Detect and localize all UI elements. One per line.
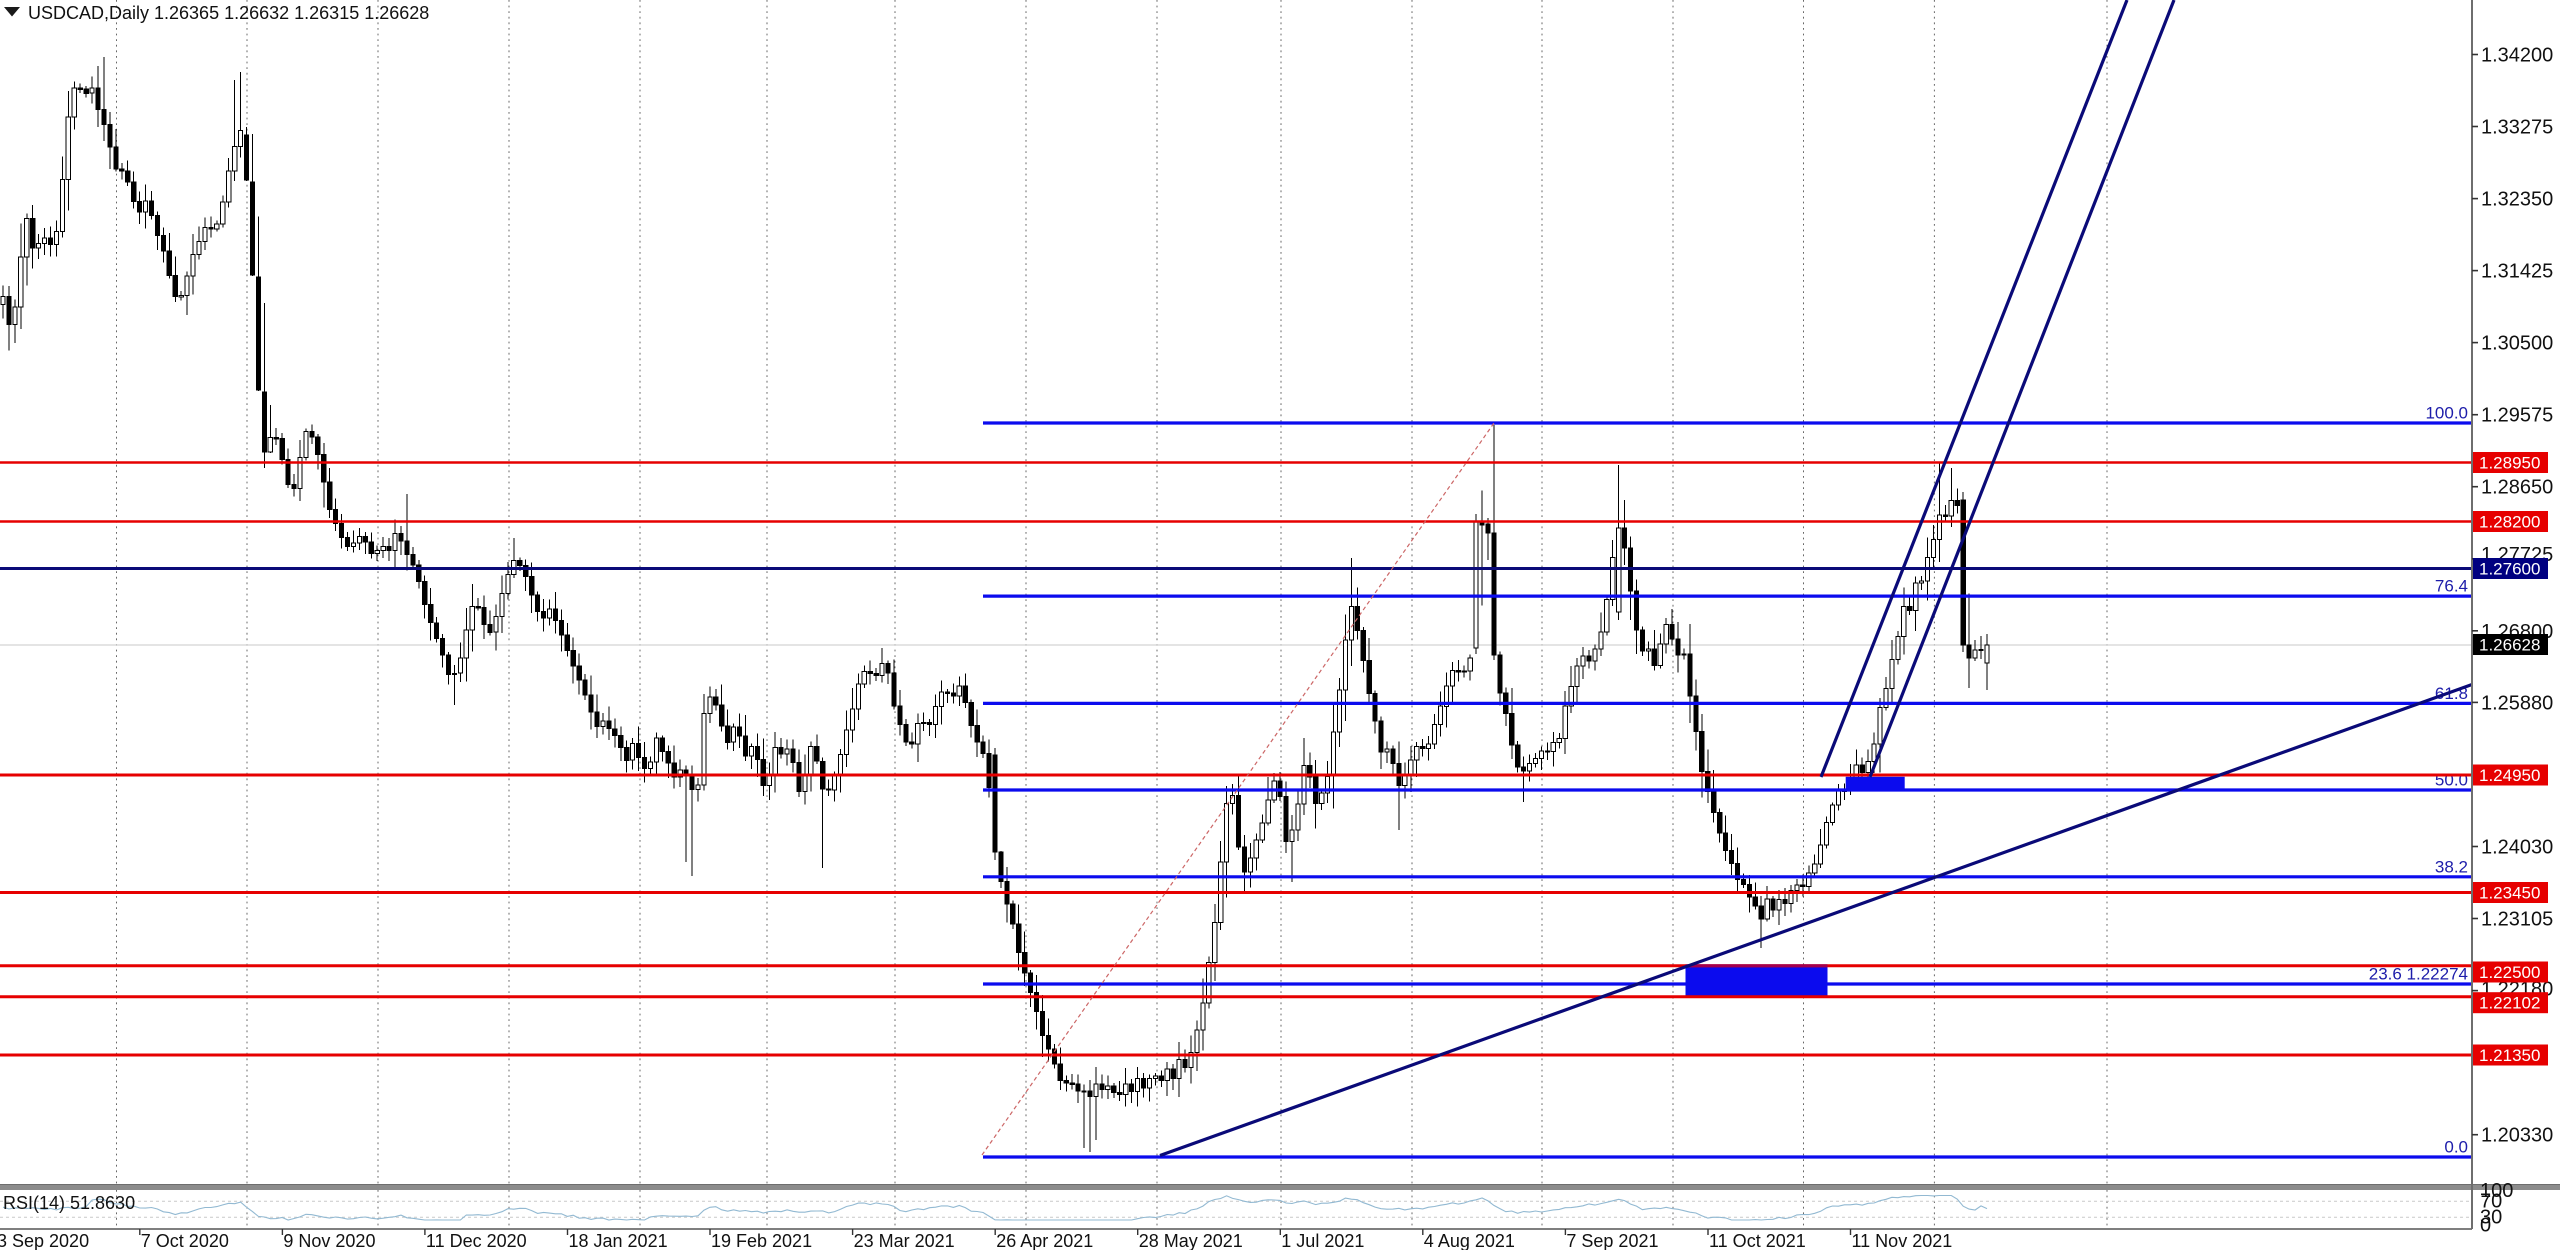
svg-text:1.21350: 1.21350	[2479, 1046, 2540, 1065]
svg-text:1.22102: 1.22102	[2479, 994, 2540, 1013]
svg-text:38.2: 38.2	[2435, 857, 2468, 876]
svg-text:3 Sep 2020: 3 Sep 2020	[0, 1231, 89, 1250]
svg-text:4 Aug 2021: 4 Aug 2021	[1424, 1231, 1515, 1250]
svg-text:1.32350: 1.32350	[2481, 189, 2553, 211]
svg-text:19 Feb 2021: 19 Feb 2021	[711, 1231, 812, 1250]
svg-text:30: 30	[2480, 1207, 2502, 1229]
svg-text:1.24950: 1.24950	[2479, 766, 2540, 785]
svg-text:1.28950: 1.28950	[2479, 454, 2540, 473]
svg-text:1.23105: 1.23105	[2481, 909, 2553, 931]
svg-text:50.0: 50.0	[2435, 771, 2468, 790]
svg-text:1.23450: 1.23450	[2479, 884, 2540, 903]
svg-text:11 Oct 2021: 11 Oct 2021	[1709, 1231, 1806, 1250]
svg-text:USDCAD,Daily 1.26365 1.26632: USDCAD,Daily 1.26365 1.26632 1.26315 1.2…	[28, 3, 429, 23]
svg-text:7 Oct 2020: 7 Oct 2020	[141, 1231, 229, 1250]
svg-text:1 Jul 2021: 1 Jul 2021	[1281, 1231, 1364, 1250]
svg-text:100.0: 100.0	[2425, 404, 2468, 423]
svg-text:9 Nov 2020: 9 Nov 2020	[283, 1231, 375, 1250]
svg-text:1.26628: 1.26628	[2479, 636, 2540, 655]
svg-text:1.34200: 1.34200	[2481, 45, 2553, 67]
svg-text:18 Jan 2021: 18 Jan 2021	[569, 1231, 668, 1250]
svg-text:1.27600: 1.27600	[2479, 560, 2540, 579]
svg-text:1.29575: 1.29575	[2481, 405, 2553, 427]
svg-text:1.20330: 1.20330	[2481, 1125, 2553, 1147]
svg-text:1.22500: 1.22500	[2479, 963, 2540, 982]
svg-text:28 May 2021: 28 May 2021	[1139, 1231, 1243, 1250]
svg-text:0.0: 0.0	[2444, 1138, 2468, 1157]
svg-text:1.24030: 1.24030	[2481, 837, 2553, 859]
svg-text:1.30500: 1.30500	[2481, 333, 2553, 355]
svg-text:11 Dec 2020: 11 Dec 2020	[426, 1231, 527, 1250]
svg-text:23 Mar 2021: 23 Mar 2021	[854, 1231, 955, 1250]
svg-text:1.28650: 1.28650	[2481, 477, 2553, 499]
svg-text:100: 100	[2480, 1180, 2513, 1202]
svg-text:RSI(14) 51.8630: RSI(14) 51.8630	[3, 1193, 135, 1213]
svg-text:1.33275: 1.33275	[2481, 117, 2553, 139]
svg-text:11 Nov 2021: 11 Nov 2021	[1852, 1231, 1953, 1250]
svg-text:23.6 1.22274: 23.6 1.22274	[2369, 965, 2468, 984]
svg-text:70: 70	[2480, 1191, 2502, 1213]
svg-text:1.31425: 1.31425	[2481, 261, 2553, 283]
svg-text:76.4: 76.4	[2435, 577, 2468, 596]
svg-text:1.25880: 1.25880	[2481, 692, 2553, 714]
svg-text:7 Sep 2021: 7 Sep 2021	[1566, 1231, 1658, 1250]
svg-text:1.28200: 1.28200	[2479, 513, 2540, 532]
svg-text:0: 0	[2480, 1215, 2491, 1237]
svg-text:26 Apr 2021: 26 Apr 2021	[996, 1231, 1093, 1250]
